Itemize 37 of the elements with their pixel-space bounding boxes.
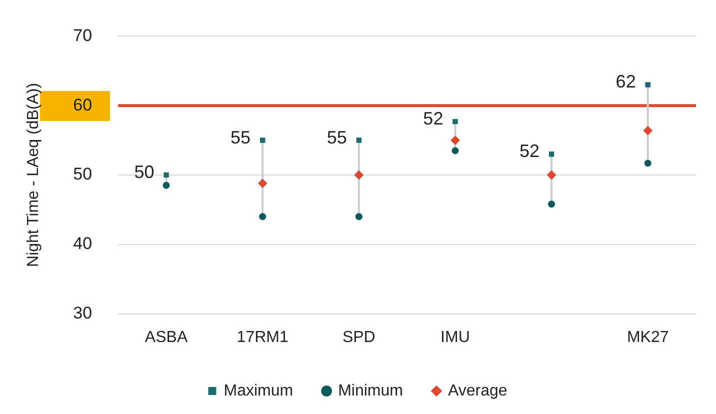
annotation: 55 [326,127,347,148]
point [645,82,650,88]
point [450,136,460,145]
point [162,182,170,189]
x-tick-label: ASBA [144,328,188,346]
point [355,213,362,220]
legend-label: Minimum [338,382,403,400]
legend-label: Average [448,382,508,400]
point [547,170,556,180]
point [643,126,652,136]
point [258,178,268,188]
point [356,138,362,143]
x-tick-label: SPD [342,328,376,346]
x-tick-label: IMU [440,328,470,346]
point [354,170,364,180]
x-tick-label: MK27 [626,328,669,346]
annotation: 52 [423,108,444,129]
point [644,160,652,167]
y-tick-label: 30 [73,303,92,322]
point [260,138,266,143]
y-axis-title: Night Time - LAeq (dB(A)) [25,82,42,268]
annotation: 62 [616,72,636,92]
y-tick-label: 70 [73,26,92,45]
point [452,118,458,124]
annotation: 55 [230,127,251,148]
point [548,200,556,208]
y-tick-label: 40 [73,234,92,254]
legend-label: Maximum [224,382,294,400]
x-tick-label: 17RM1 [236,328,288,346]
annotation: 50 [134,162,154,182]
point [259,213,266,220]
point [548,152,554,157]
y-tick-label: 50 [73,164,92,184]
annotation: 52 [519,141,540,162]
point [164,172,169,178]
point [452,147,459,154]
y-tick-label: 60 [73,95,92,114]
